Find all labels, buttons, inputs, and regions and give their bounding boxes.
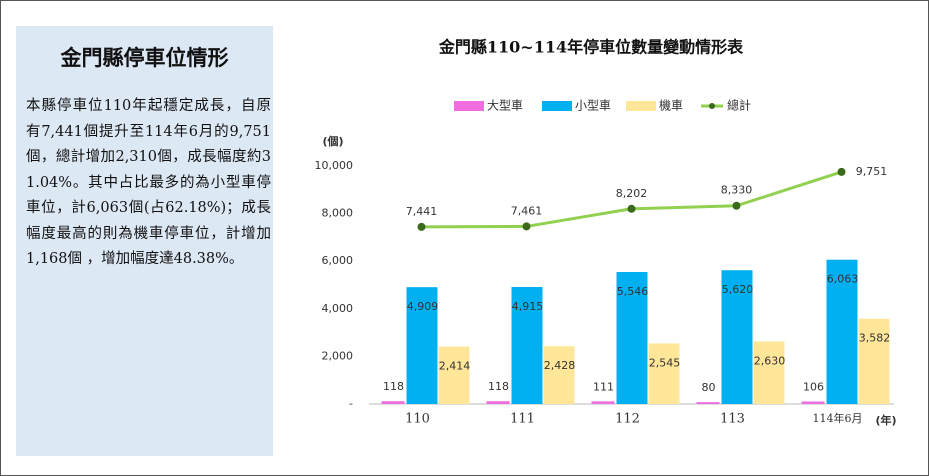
bar <box>381 401 405 404</box>
bar <box>826 259 858 404</box>
bar <box>721 270 753 404</box>
data-label: 111 <box>593 380 614 393</box>
y-tick-label: 6,000 <box>322 254 354 267</box>
bar <box>406 287 438 404</box>
legend-swatch <box>626 101 656 111</box>
x-tick-label: 114年6月 <box>813 411 863 425</box>
data-label: 2,545 <box>649 356 681 369</box>
bar <box>486 401 510 404</box>
line-point <box>627 204 636 213</box>
data-label: 2,414 <box>439 360 471 373</box>
bar <box>543 346 575 404</box>
y-axis-label: (個) <box>322 134 343 148</box>
y-tick-label: 4,000 <box>322 302 354 315</box>
line-point <box>522 222 531 231</box>
data-label: 118 <box>383 380 404 393</box>
legend-swatch <box>454 101 484 111</box>
data-label: 4,909 <box>407 300 439 313</box>
bar <box>858 318 890 404</box>
line-point <box>837 167 846 176</box>
data-label: 106 <box>803 380 824 393</box>
legend-label: 小型車 <box>575 99 611 113</box>
legend-label: 總計 <box>727 98 751 113</box>
bar <box>511 287 543 404</box>
x-axis-label: (年) <box>875 413 896 427</box>
x-tick-label: 110 <box>405 412 430 427</box>
data-label: 4,915 <box>512 300 544 313</box>
bar <box>438 346 470 404</box>
bar <box>753 341 785 404</box>
y-tick-label: 2,000 <box>322 349 354 362</box>
data-label: 7,461 <box>511 204 543 217</box>
data-label: 2,630 <box>754 354 786 367</box>
bar <box>696 402 720 404</box>
y-tick-label: 8,000 <box>322 207 354 220</box>
data-label: 118 <box>488 380 509 393</box>
panel-text: 本縣停車位110年起穩定成長，自原有7,441個提升至114年6月的9,751個… <box>26 98 271 267</box>
bar <box>801 401 825 404</box>
data-label: 8,202 <box>616 187 648 200</box>
legend-swatch <box>542 101 572 111</box>
panel-title: 金門縣停車位情形 <box>60 45 229 70</box>
data-label: 2,428 <box>544 359 576 372</box>
data-label: 6,063 <box>827 273 859 286</box>
line-point <box>417 222 426 231</box>
legend-swatch <box>709 103 715 109</box>
chart-title: 金門縣110~114年停車位數量變動情形表 <box>438 38 744 57</box>
y-tick-label: - <box>349 397 353 410</box>
x-tick-label: 111 <box>510 412 535 427</box>
data-label: 5,546 <box>617 285 649 298</box>
data-label: 80 <box>702 381 716 394</box>
data-label: 7,441 <box>406 205 438 218</box>
bar <box>648 343 680 404</box>
bar <box>616 272 648 404</box>
x-tick-label: 112 <box>615 412 640 427</box>
data-label: 8,330 <box>721 184 753 197</box>
x-tick-label: 113 <box>720 412 745 427</box>
bar <box>591 401 615 404</box>
legend-label: 機車 <box>659 98 683 113</box>
y-tick-label: 10,000 <box>315 159 354 172</box>
legend-label: 大型車 <box>487 99 523 113</box>
summary-panel: 金門縣停車位情形 本縣停車位110年起穩定成長，自原有7,441個提升至114年… <box>16 26 273 456</box>
data-label: 5,620 <box>722 283 754 296</box>
data-label: 3,582 <box>859 332 891 345</box>
data-label: 9,751 <box>856 165 888 178</box>
line-point <box>732 201 741 210</box>
